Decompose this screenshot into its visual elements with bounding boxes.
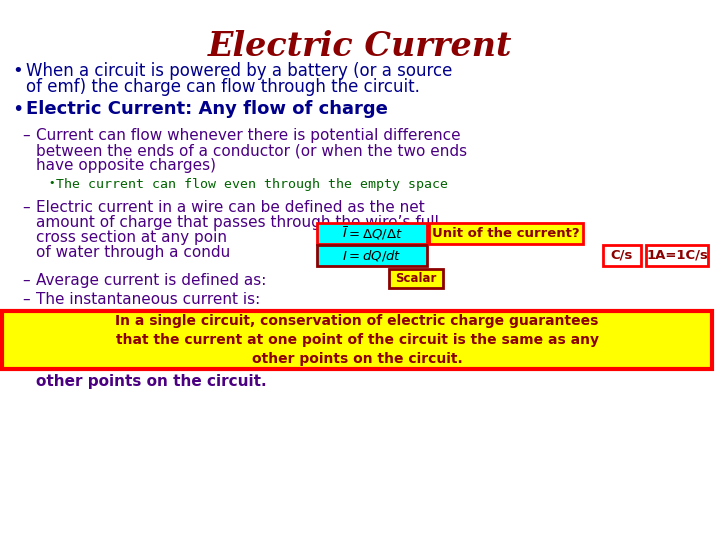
Text: Electric current in a wire can be defined as the net: Electric current in a wire can be define… [36, 200, 425, 215]
FancyBboxPatch shape [429, 223, 583, 244]
Text: 1A=1C/s: 1A=1C/s [646, 249, 708, 262]
Text: cross section at any poin: cross section at any poin [36, 230, 227, 245]
FancyBboxPatch shape [646, 245, 708, 266]
Text: Scalar: Scalar [395, 272, 437, 285]
Text: –: – [22, 292, 30, 307]
Text: have opposite charges): have opposite charges) [36, 158, 216, 173]
Text: Unit of the current?: Unit of the current? [432, 227, 580, 240]
Text: In a single circuit, conservation of electric charge guarantees
that the current: In a single circuit, conservation of ele… [115, 314, 599, 367]
Text: –: – [22, 273, 30, 288]
Text: Average current is defined as:: Average current is defined as: [36, 273, 266, 288]
Text: •: • [48, 178, 55, 188]
Text: between the ends of a conductor (or when the two ends: between the ends of a conductor (or when… [36, 143, 467, 158]
FancyBboxPatch shape [2, 311, 712, 369]
Text: The instantaneous current is:: The instantaneous current is: [36, 292, 260, 307]
Text: The current can flow even through the empty space: The current can flow even through the em… [56, 178, 448, 191]
Text: other points on the circuit.: other points on the circuit. [36, 374, 266, 389]
FancyBboxPatch shape [317, 245, 427, 266]
Text: –: – [22, 128, 30, 143]
Text: •: • [12, 100, 23, 119]
Text: C/s: C/s [611, 249, 633, 262]
Text: Electric Current: Electric Current [208, 30, 512, 63]
Text: of emf) the charge can flow through the circuit.: of emf) the charge can flow through the … [26, 78, 420, 96]
Text: –: – [22, 200, 30, 215]
FancyBboxPatch shape [603, 245, 641, 266]
FancyBboxPatch shape [389, 269, 443, 288]
Text: $I = dQ/dt$: $I = dQ/dt$ [342, 248, 402, 263]
Text: Electric Current: Any flow of charge: Electric Current: Any flow of charge [26, 100, 388, 118]
Text: of water through a condu: of water through a condu [36, 245, 230, 260]
Text: Current can flow whenever there is potential difference: Current can flow whenever there is poten… [36, 128, 461, 143]
Text: When a circuit is powered by a battery (or a source: When a circuit is powered by a battery (… [26, 62, 452, 80]
Text: amount of charge that passes through the wire’s full: amount of charge that passes through the… [36, 215, 439, 230]
Text: •: • [12, 62, 23, 80]
FancyBboxPatch shape [317, 223, 427, 244]
Text: $\overline{I} = \Delta Q/\Delta t$: $\overline{I} = \Delta Q/\Delta t$ [341, 225, 402, 242]
